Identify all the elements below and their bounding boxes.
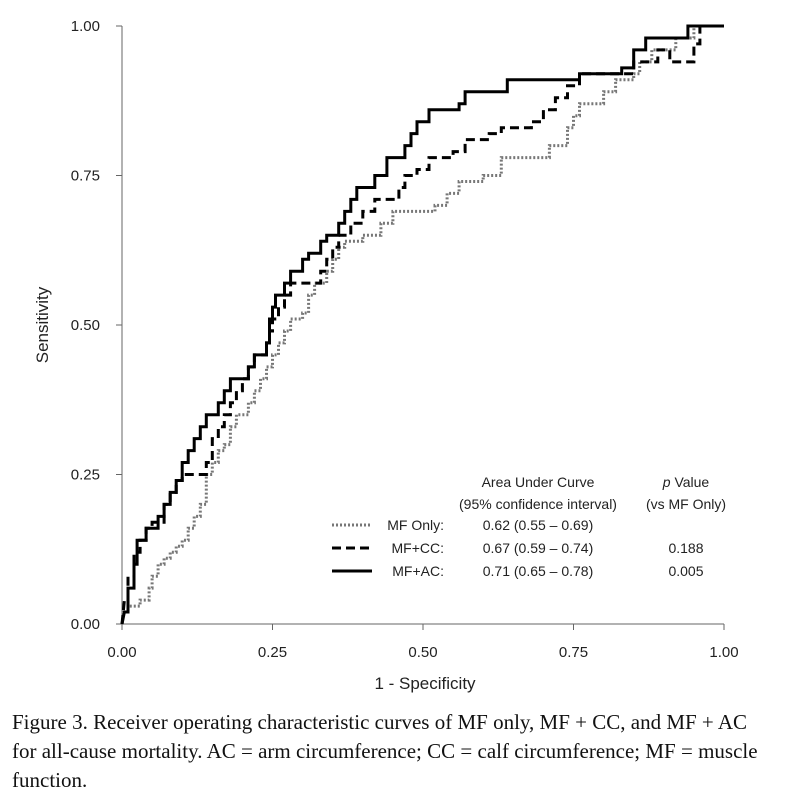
legend-rows: MF Only: 0.62 (0.55 – 0.69) MF+CC: 0.67 (0.…: [332, 517, 704, 579]
chart-axes: [116, 25, 725, 630]
legend-auc-value: 0.62 (0.55 – 0.69): [483, 517, 594, 533]
roc-curve-mf-only: [120, 24, 724, 625]
x-tick-label: 0.50: [408, 644, 437, 661]
legend-header-p-suffix: Value: [671, 474, 710, 490]
legend-p-value: 0.188: [668, 540, 703, 556]
legend-series-name: MF Only:: [387, 517, 444, 533]
legend-series-name: MF+AC:: [392, 563, 444, 579]
figure-caption: Figure 3. Receiver operating characteris…: [12, 710, 758, 792]
legend-header-auc-line1: Area Under Curve: [482, 474, 595, 490]
roc-chart: 0.00 0.25 0.50 0.75 1.00 0.00 0.25 0.50 0.75 1.00…: [33, 18, 739, 693]
x-tick-label: 0.25: [258, 644, 287, 661]
x-tick-label: 1.00: [709, 644, 738, 661]
legend-p-value: 0.005: [668, 563, 703, 579]
roc-curves: [120, 24, 724, 625]
legend-auc-value: 0.71 (0.65 – 0.78): [483, 563, 594, 579]
legend-header-p-line2: (vs MF Only): [646, 496, 726, 512]
roc-curve-mf-cc: [120, 24, 724, 625]
roc-curve-mf-ac: [120, 24, 724, 625]
y-tick-label: 0.75: [71, 168, 100, 185]
legend: Area Under Curve (95% confidence interva…: [332, 474, 726, 579]
legend-header-p-letter: p: [662, 474, 671, 490]
legend-auc-value: 0.67 (0.59 – 0.74): [483, 540, 594, 556]
x-tick-label: 0.75: [559, 644, 588, 661]
legend-header-auc-line2: (95% confidence interval): [459, 496, 617, 512]
legend-header-p-line1: p Value: [662, 474, 710, 490]
y-tick-label: 0.50: [71, 317, 100, 334]
y-tick-label: 0.25: [71, 467, 100, 484]
legend-series-name: MF+CC:: [392, 540, 445, 556]
x-axis-title: 1 - Specificity: [374, 674, 476, 693]
y-tick-label: 0.00: [71, 616, 100, 633]
y-axis-title: Sensitivity: [33, 286, 52, 363]
y-tick-label: 1.00: [71, 18, 100, 35]
x-tick-label: 0.00: [107, 644, 136, 661]
tick-labels: 0.00 0.25 0.50 0.75 1.00 0.00 0.25 0.50 0.75 1.00: [71, 18, 739, 661]
